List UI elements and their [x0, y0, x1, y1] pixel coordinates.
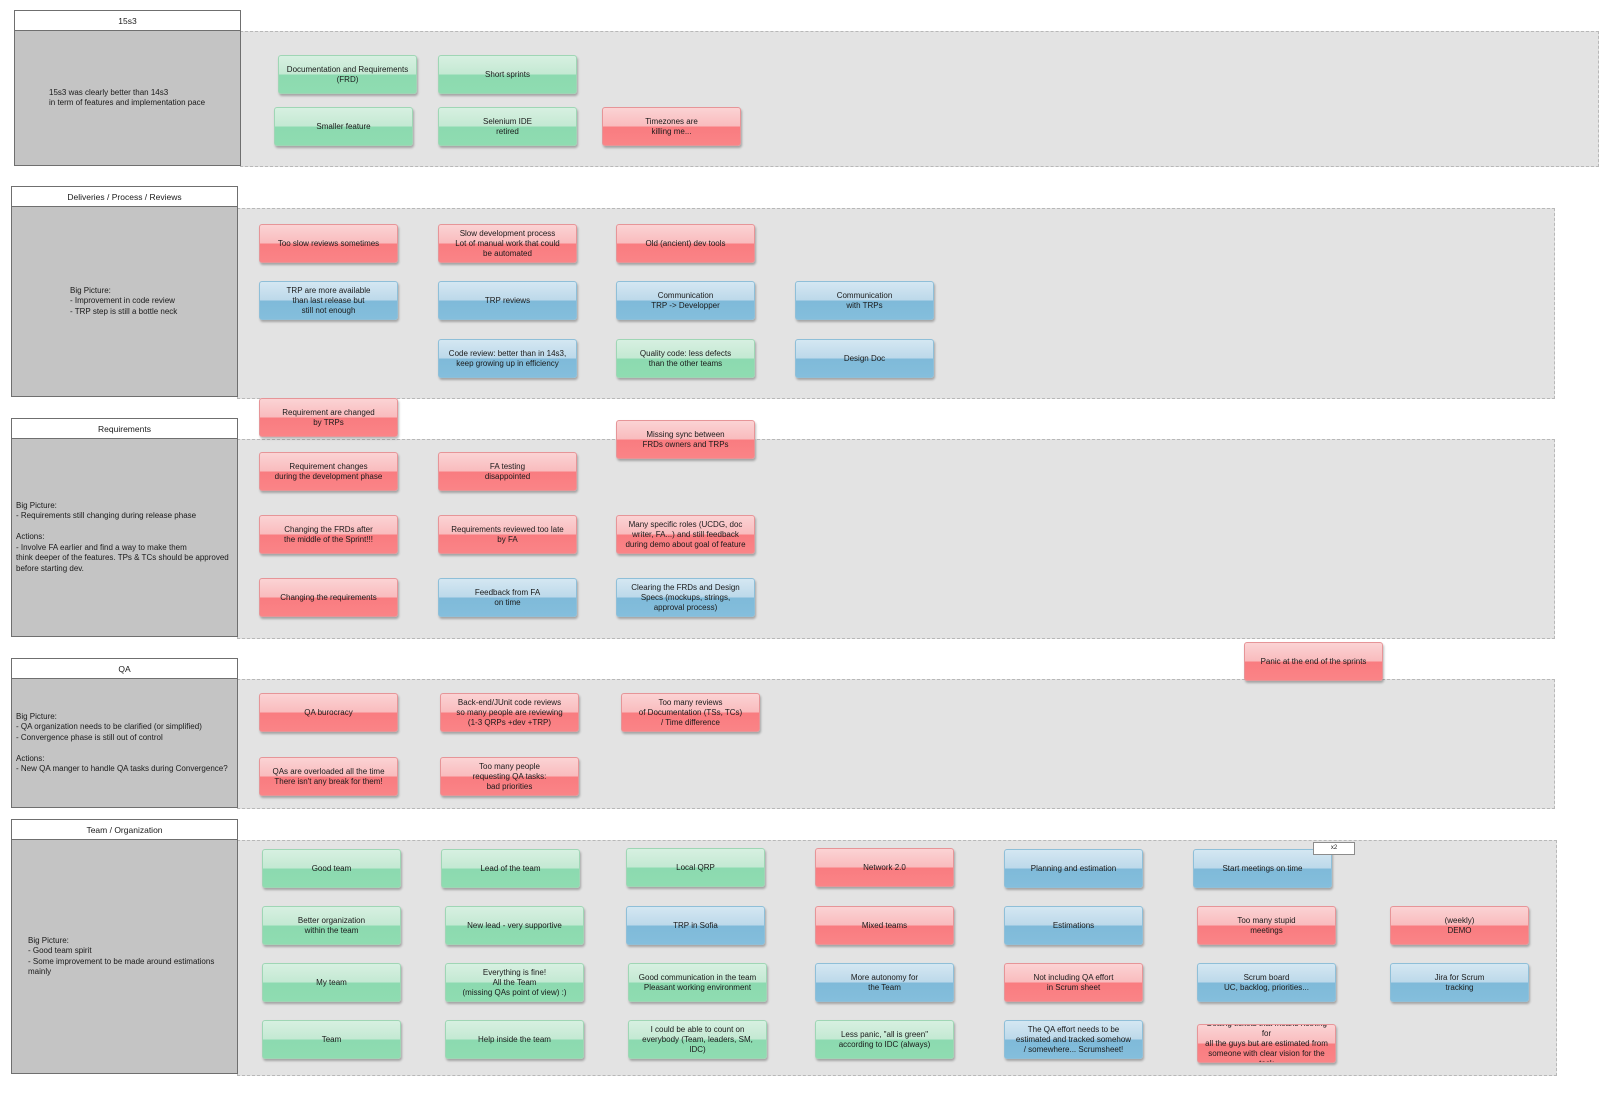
sticky-note[interactable]: Help inside the team [445, 1020, 584, 1059]
sticky-note[interactable]: Panic at the end of the sprints [1244, 642, 1383, 681]
sticky-note[interactable]: Feedback from FA on time [438, 578, 577, 617]
sticky-note[interactable]: Communication with TRPs [795, 281, 934, 320]
sticky-note[interactable]: Less panic, "all is green" according to … [815, 1020, 954, 1059]
sticky-note[interactable]: Team [262, 1020, 401, 1059]
sticky-note[interactable]: Too many reviews of Documentation (TSs, … [621, 693, 760, 732]
sticky-note[interactable]: Old (ancient) dev tools [616, 224, 755, 263]
sticky-note[interactable]: Clearing the FRDs and Design Specs (mock… [616, 578, 755, 617]
section-band-qa [237, 679, 1555, 809]
sticky-note[interactable]: Code review: better than in 14s3, keep g… [438, 339, 577, 378]
sticky-note[interactable]: Too many stupid meetings [1197, 906, 1336, 945]
sticky-note[interactable]: Missing sync between FRDs owners and TRP… [616, 420, 755, 459]
sticky-note[interactable]: Selenium IDE retired [438, 107, 577, 146]
sticky-note[interactable]: My team [262, 963, 401, 1002]
sticky-note[interactable]: Requirement changes during the developme… [259, 452, 398, 491]
sticky-note[interactable]: Requirements reviewed too late by FA [438, 515, 577, 554]
section-note-qa: Big Picture: - QA organization needs to … [11, 679, 238, 808]
sticky-note[interactable]: FA testing disappointed [438, 452, 577, 491]
sticky-note[interactable]: QA burocracy [259, 693, 398, 732]
sticky-note[interactable]: Good communication in the team Pleasant … [628, 963, 767, 1002]
sticky-note[interactable]: Jira for Scrum tracking [1390, 963, 1529, 1002]
section-note-deliveries: Big Picture: - Improvement in code revie… [11, 207, 238, 397]
sticky-note[interactable]: Smaller feature [274, 107, 413, 146]
sticky-note[interactable]: Lead of the team [441, 849, 580, 888]
sticky-note[interactable]: TRP reviews [438, 281, 577, 320]
section-title-qa: QA [11, 658, 238, 679]
sticky-note[interactable]: The QA effort needs to be estimated and … [1004, 1020, 1143, 1059]
sticky-note[interactable]: Communication TRP -> Developper [616, 281, 755, 320]
sticky-note[interactable]: Getting tickets that means nothing for a… [1197, 1024, 1336, 1063]
count-tag: x2 [1313, 842, 1355, 855]
sticky-note[interactable]: TRP in Sofia [626, 906, 765, 945]
sticky-note[interactable]: Design Doc [795, 339, 934, 378]
section-band-15s3 [240, 31, 1599, 167]
sticky-note[interactable]: Changing the FRDs after the middle of th… [259, 515, 398, 554]
section-title-15s3: 15s3 [14, 10, 241, 31]
sticky-note[interactable]: Scrum board UC, backlog, priorities... [1197, 963, 1336, 1002]
sticky-note[interactable]: Good team [262, 849, 401, 888]
sticky-note[interactable]: Estimations [1004, 906, 1143, 945]
sticky-note[interactable]: (weekly) DEMO [1390, 906, 1529, 945]
sticky-note[interactable]: Too many people requesting QA tasks: bad… [440, 757, 579, 796]
sticky-note[interactable]: New lead - very supportive [445, 906, 584, 945]
sticky-note[interactable]: TRP are more available than last release… [259, 281, 398, 320]
sticky-note[interactable]: Mixed teams [815, 906, 954, 945]
sticky-note[interactable]: Start meetings on time [1193, 849, 1332, 888]
sticky-note[interactable]: Network 2.0 [815, 848, 954, 887]
sticky-note[interactable]: Better organization within the team [262, 906, 401, 945]
sticky-note[interactable]: Planning and estimation [1004, 849, 1143, 888]
sticky-note[interactable]: Quality code: less defects than the othe… [616, 339, 755, 378]
sticky-note[interactable]: Requirement are changed by TRPs [259, 398, 398, 437]
sticky-note[interactable]: Local QRP [626, 848, 765, 887]
section-title-team: Team / Organization [11, 819, 238, 840]
sticky-note[interactable]: Documentation and Requirements (FRD) [278, 55, 417, 94]
section-note-requirements: Big Picture: - Requirements still changi… [11, 439, 238, 637]
sticky-note[interactable]: Short sprints [438, 55, 577, 94]
sticky-note[interactable]: Everything is fine! All the Team (missin… [445, 963, 584, 1002]
sticky-note[interactable]: Slow development process Lot of manual w… [438, 224, 577, 263]
section-note-team: Big Picture: - Good team spirit - Some i… [11, 840, 238, 1074]
section-title-deliveries: Deliveries / Process / Reviews [11, 186, 238, 207]
section-note-15s3: 15s3 was clearly better than 14s3 in ter… [14, 31, 241, 166]
sticky-note[interactable]: Too slow reviews sometimes [259, 224, 398, 263]
sticky-note[interactable]: Not including QA effort in Scrum sheet [1004, 963, 1143, 1002]
sticky-note[interactable]: Timezones are killing me... [602, 107, 741, 146]
section-band-requirements [237, 439, 1555, 639]
sticky-note[interactable]: I could be able to count on everybody (T… [628, 1020, 767, 1059]
sticky-note[interactable]: QAs are overloaded all the time There is… [259, 757, 398, 796]
sticky-note[interactable]: More autonomy for the Team [815, 963, 954, 1002]
section-title-requirements: Requirements [11, 418, 238, 439]
sticky-note[interactable]: Many specific roles (UCDG, doc writer, F… [616, 515, 755, 554]
sticky-note[interactable]: Back-end/JUnit code reviews so many peop… [440, 693, 579, 732]
sticky-note[interactable]: Changing the requirements [259, 578, 398, 617]
